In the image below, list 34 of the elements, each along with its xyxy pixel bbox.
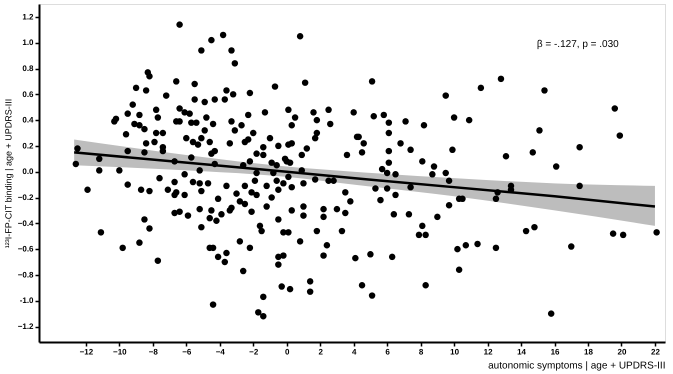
x-tick-label: −6 [182,348,192,356]
x-tick-label: −8 [148,348,158,356]
y-tick-label: −0.8 [18,270,34,280]
y-tick-label: 0.2 [22,141,34,150]
x-axis-title: autonomic symptoms | age + UPDRS-III [488,360,666,372]
x-tick-label: −2 [249,348,259,356]
x-tick-label: 16 [550,348,560,356]
y-tick-label: −1.2 [18,322,34,332]
y-tick-label: −0.4 [18,218,34,228]
x-tick-label: −12 [80,348,94,356]
x-tick-label: 2 [318,348,324,356]
y-tick-label: 1.0 [22,38,34,48]
x-tick-label: −4 [216,348,226,356]
y-tick-label: 0.4 [22,116,34,125]
annotation: β = -.127, p = .030 [536,39,620,50]
y-tick-label: 0.6 [22,90,34,99]
x-tick-label: 6 [385,348,390,356]
x-tick-label: 22 [651,348,660,356]
x-tick-label: −10 [113,348,128,356]
y-tick-label: 1.2 [22,12,34,22]
x-tick-label: 12 [484,348,494,356]
y-tick-label: −0.6 [18,244,34,254]
y-tick-label: 0.8 [22,64,34,74]
y-axis-title: ¹²³I-FP-CIT binding | age + UPDRS-III [4,98,14,248]
x-tick-label: 18 [584,348,594,356]
x-tick-label: 8 [418,348,424,356]
y-tick-label: -1.0 [20,296,34,306]
x-tick-label: 4 [352,348,357,356]
y-tick-label: 0.0 [22,167,34,176]
x-tick-label: 0 [284,348,290,356]
x-tick-label: 20 [618,348,627,356]
x-tick-label: 10 [450,348,460,356]
y-tick-label: −0.2 [18,193,34,202]
x-tick-label: 14 [517,348,527,356]
